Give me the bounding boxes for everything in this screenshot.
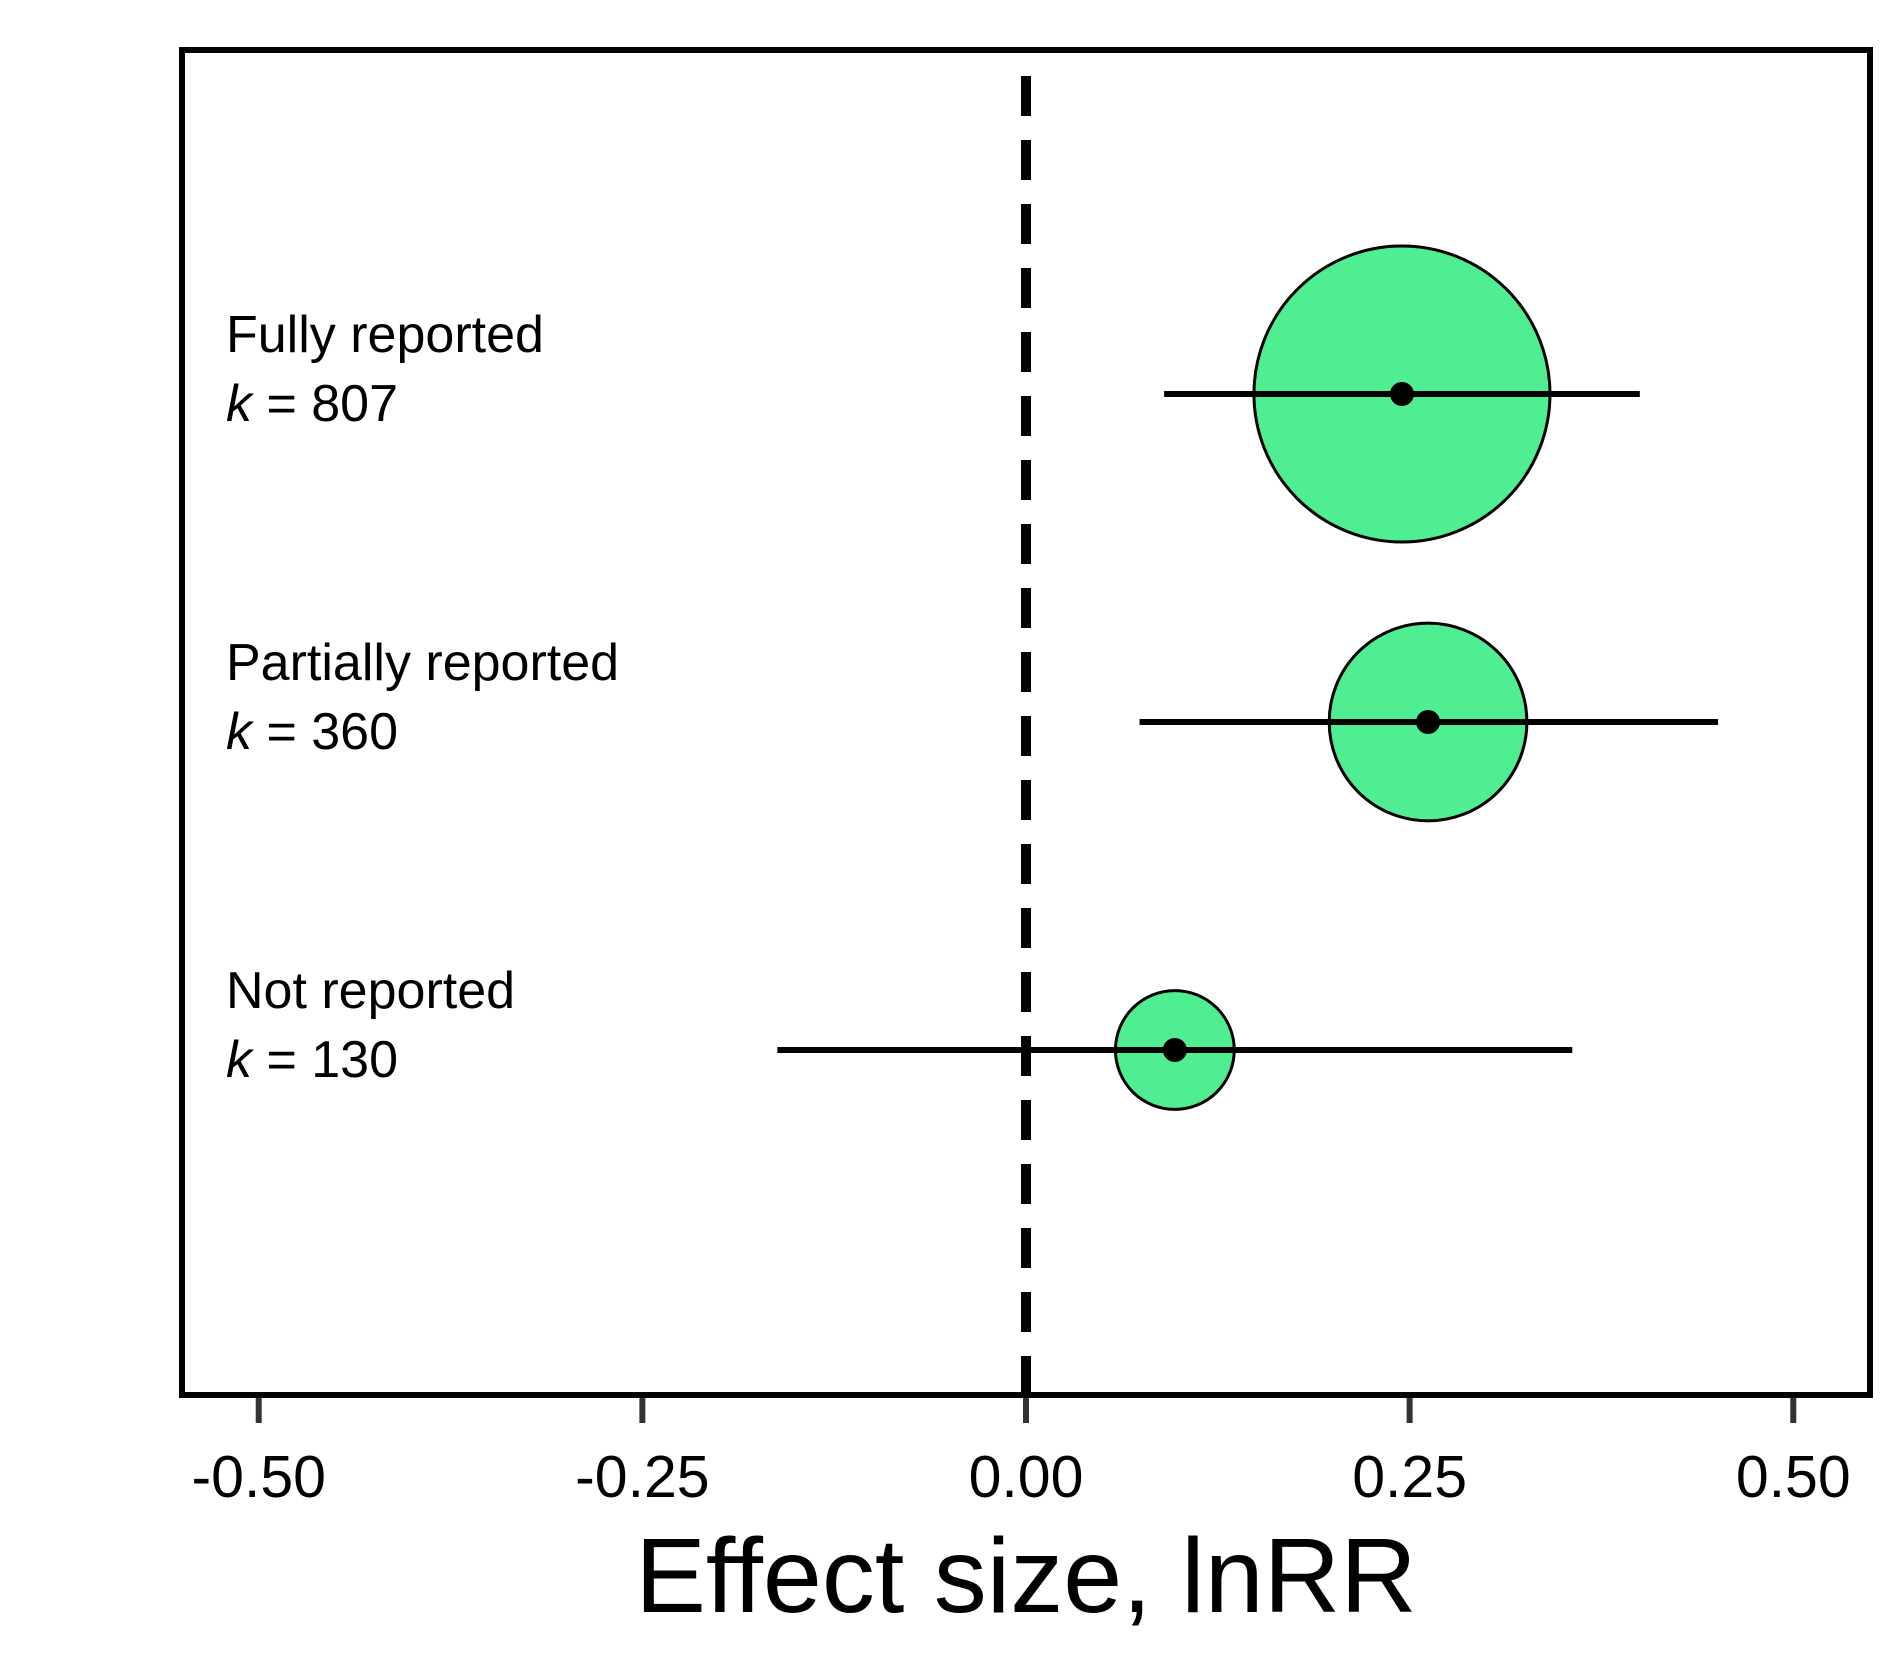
- k-label-not-reported: k = 130: [226, 1031, 398, 1089]
- k-symbol: k: [226, 1031, 255, 1089]
- point-estimate-not-reported: [1162, 1038, 1187, 1062]
- plot-frame: [179, 47, 1873, 1398]
- x-tick-label: 0.25: [1352, 1444, 1467, 1510]
- point-estimate-partially-reported: [1416, 710, 1441, 734]
- x-tick-label: 0.50: [1736, 1444, 1851, 1510]
- k-value: = 807: [252, 375, 398, 433]
- k-value: = 130: [252, 1031, 398, 1089]
- k-symbol: k: [226, 703, 255, 761]
- k-value: = 360: [252, 703, 398, 761]
- marks-layer: [777, 244, 1719, 1111]
- category-label-fully-reported: Fully reported: [226, 306, 544, 364]
- x-tick-label: 0.00: [969, 1444, 1084, 1510]
- x-tick-label: -0.25: [575, 1444, 709, 1510]
- x-axis-title: Effect size, lnRR: [635, 1517, 1417, 1635]
- k-symbol: k: [226, 375, 255, 433]
- category-label-partially-reported: Partially reported: [226, 634, 619, 692]
- category-labels-layer: Fully reported k = 807 Partially reported k…: [226, 306, 619, 1089]
- x-tick-label: -0.50: [191, 1444, 325, 1510]
- point-estimate-fully-reported: [1389, 382, 1414, 406]
- k-label-partially-reported: k = 360: [226, 703, 398, 761]
- category-label-not-reported: Not reported: [226, 962, 515, 1020]
- k-label-fully-reported: k = 807: [226, 375, 398, 433]
- x-axis: -0.50 -0.25 0.00 0.25 0.50: [191, 1398, 1851, 1510]
